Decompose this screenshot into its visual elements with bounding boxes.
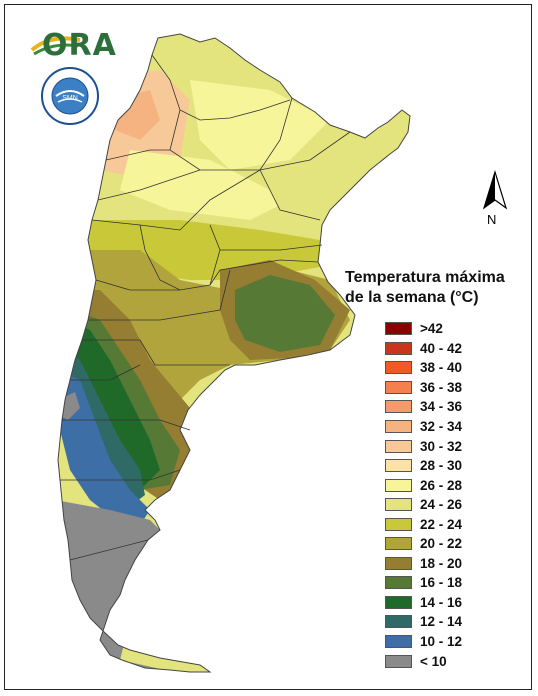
legend-label: < 10 <box>420 653 447 669</box>
north-label: N <box>487 212 497 227</box>
legend-label: 30 - 32 <box>420 438 463 454</box>
legend-item: 24 - 26 <box>385 495 525 515</box>
argentina-temperature-map <box>57 33 411 673</box>
legend-label: 10 - 12 <box>420 634 463 650</box>
legend-swatch <box>385 615 412 629</box>
legend-swatch <box>385 654 412 668</box>
legend-item: 32 - 34 <box>385 417 525 437</box>
legend-label: 34 - 36 <box>420 399 463 415</box>
legend-label: 38 - 40 <box>420 360 463 376</box>
temperature-legend: Temperatura máxima de la semana (°C) >42… <box>345 268 525 671</box>
legend-label: 20 - 22 <box>420 536 463 552</box>
legend-title-line1: Temperatura máxima <box>345 269 505 286</box>
legend-item: 18 - 20 <box>385 554 525 574</box>
legend-swatch <box>385 341 412 355</box>
legend-label: 26 - 28 <box>420 477 463 493</box>
legend-label: 18 - 20 <box>420 555 463 571</box>
smn-seal-logo: SMN <box>40 66 100 126</box>
legend-items: >42 40 - 42 38 - 40 36 - 38 34 - 36 32 - 34 30… <box>385 319 525 671</box>
legend-label: 28 - 30 <box>420 458 463 474</box>
legend-swatch <box>385 635 412 649</box>
legend-label: 32 - 34 <box>420 419 463 434</box>
province-borders <box>60 54 351 561</box>
legend-swatch <box>385 478 412 492</box>
legend-swatch <box>385 537 412 551</box>
legend-item: 36 - 38 <box>385 378 525 398</box>
legend-item: 16 - 18 <box>385 573 525 593</box>
legend-item: 38 - 40 <box>385 358 525 378</box>
legend-item: 20 - 22 <box>385 534 525 554</box>
legend-label: >42 <box>420 321 443 337</box>
legend-swatch <box>385 595 412 609</box>
legend-item: 34 - 36 <box>385 397 525 417</box>
legend-swatch <box>385 400 412 414</box>
legend-item: 40 - 42 <box>385 339 525 359</box>
north-arrow-icon <box>482 169 508 210</box>
legend-swatch <box>385 420 412 433</box>
legend-item: 10 - 12 <box>385 632 525 652</box>
legend-label: 40 - 42 <box>420 340 463 356</box>
legend-swatch <box>385 576 412 590</box>
ora-logo-text: ORA <box>42 28 117 63</box>
legend-swatch <box>385 517 412 531</box>
legend-swatch <box>385 439 412 453</box>
north-arrow: N <box>478 169 512 240</box>
legend-title-line2: de la semana (°C) <box>345 289 479 306</box>
legend-label: 14 - 16 <box>420 594 463 610</box>
legend-label: 12 - 14 <box>420 614 463 630</box>
ora-swoosh-icon <box>30 36 81 56</box>
map-frame <box>4 4 532 690</box>
svg-text:SMN: SMN <box>62 95 78 102</box>
ora-logo: ORA <box>30 26 116 66</box>
legend-swatch <box>385 498 412 512</box>
legend-swatch <box>385 380 412 394</box>
legend-item: 14 - 16 <box>385 593 525 613</box>
legend-item: 12 - 14 <box>385 612 525 632</box>
legend-item: < 10 <box>385 651 525 671</box>
legend-swatch <box>385 459 412 473</box>
legend-label: 24 - 26 <box>420 497 463 513</box>
legend-label: 36 - 38 <box>420 379 463 395</box>
legend-swatch <box>385 322 412 336</box>
legend-item: 28 - 30 <box>385 456 525 476</box>
legend-item: >42 <box>385 319 525 339</box>
legend-item: 30 - 32 <box>385 436 525 456</box>
legend-swatch <box>385 556 412 570</box>
legend-item: 26 - 28 <box>385 475 525 495</box>
legend-label: 16 - 18 <box>420 575 463 591</box>
legend-label: 22 - 24 <box>420 516 463 532</box>
legend-item: 22 - 24 <box>385 514 525 534</box>
legend-swatch <box>385 361 412 375</box>
